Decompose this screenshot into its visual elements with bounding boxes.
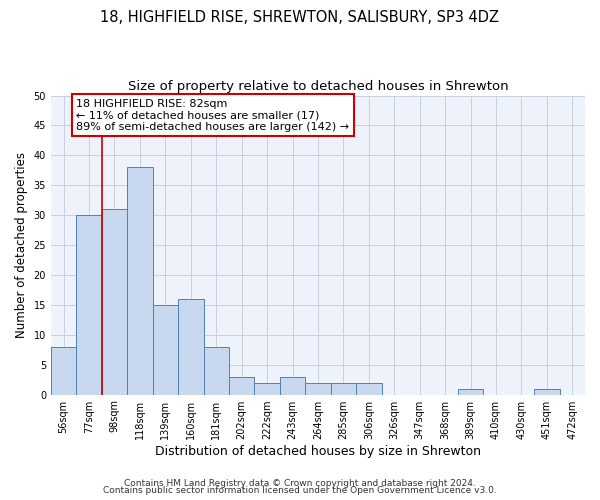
Bar	[127, 168, 152, 394]
Bar	[458, 388, 483, 394]
Bar	[280, 376, 305, 394]
Text: 18 HIGHFIELD RISE: 82sqm
← 11% of detached houses are smaller (17)
89% of semi-d: 18 HIGHFIELD RISE: 82sqm ← 11% of detach…	[76, 98, 349, 132]
Bar	[254, 382, 280, 394]
Bar	[534, 388, 560, 394]
Title: Size of property relative to detached houses in Shrewton: Size of property relative to detached ho…	[128, 80, 508, 93]
Bar	[76, 215, 102, 394]
Bar	[102, 209, 127, 394]
Bar	[51, 346, 76, 395]
Text: Contains HM Land Registry data © Crown copyright and database right 2024.: Contains HM Land Registry data © Crown c…	[124, 478, 476, 488]
Y-axis label: Number of detached properties: Number of detached properties	[15, 152, 28, 338]
Bar	[178, 299, 203, 394]
Text: Contains public sector information licensed under the Open Government Licence v3: Contains public sector information licen…	[103, 486, 497, 495]
Bar	[152, 305, 178, 394]
Bar	[305, 382, 331, 394]
Bar	[356, 382, 382, 394]
Bar	[203, 346, 229, 395]
X-axis label: Distribution of detached houses by size in Shrewton: Distribution of detached houses by size …	[155, 444, 481, 458]
Bar	[331, 382, 356, 394]
Text: 18, HIGHFIELD RISE, SHREWTON, SALISBURY, SP3 4DZ: 18, HIGHFIELD RISE, SHREWTON, SALISBURY,…	[101, 10, 499, 25]
Bar	[229, 376, 254, 394]
